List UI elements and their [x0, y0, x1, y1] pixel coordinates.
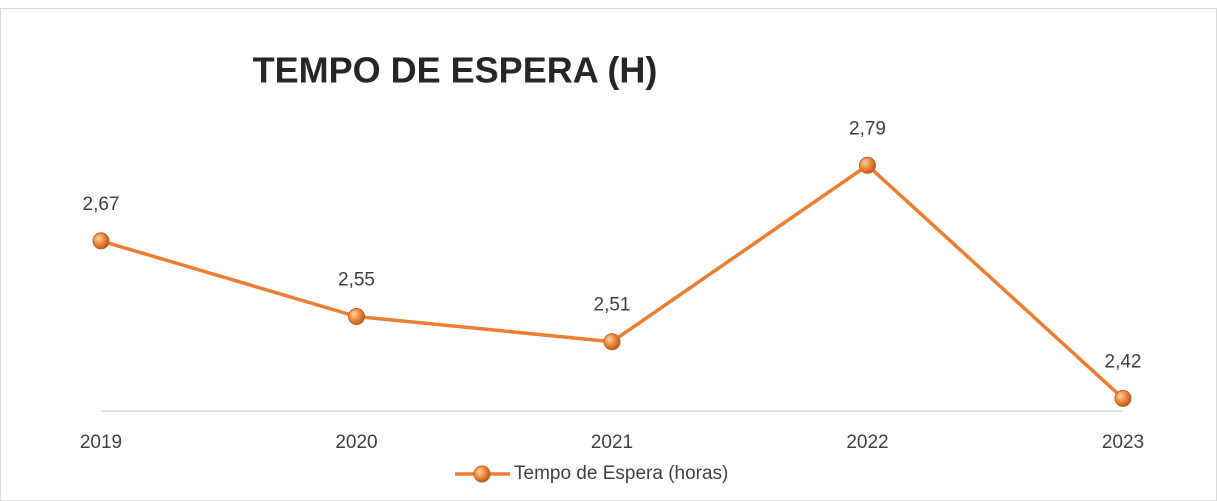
data-point — [1114, 389, 1132, 407]
legend-marker — [473, 465, 491, 483]
x-tick-label: 2020 — [335, 432, 377, 453]
data-label: 2,67 — [83, 194, 120, 215]
data-point — [603, 333, 621, 351]
data-point — [92, 232, 110, 250]
data-label: 2,79 — [849, 118, 886, 139]
data-label: 2,55 — [338, 270, 375, 291]
data-label: 2,42 — [1105, 351, 1142, 372]
data-point — [348, 308, 365, 325]
x-tick-label: 2021 — [591, 432, 633, 453]
legend-label: Tempo de Espera (horas) — [514, 463, 728, 484]
x-tick-label: 2022 — [846, 432, 888, 453]
data-point — [859, 156, 876, 174]
chart-title: TEMPO DE ESPERA (H) — [253, 50, 658, 91]
chart-border — [0, 8, 1217, 501]
x-tick-label: 2023 — [1102, 432, 1144, 453]
data-label: 2,51 — [594, 295, 631, 316]
x-tick-label: 2019 — [80, 432, 122, 453]
